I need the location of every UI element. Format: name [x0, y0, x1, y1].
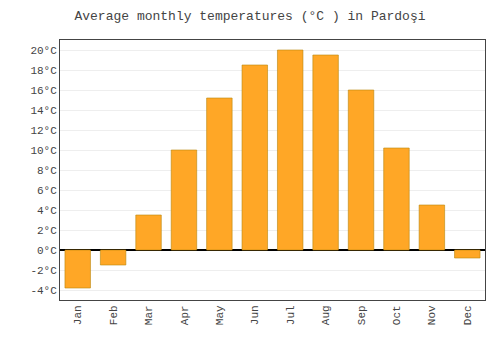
svg-text:0°C: 0°C [37, 245, 57, 257]
svg-text:Mar: Mar [143, 305, 155, 325]
svg-text:16°C: 16°C [30, 85, 57, 97]
svg-text:18°C: 18°C [30, 65, 57, 77]
svg-text:Sep: Sep [356, 305, 368, 325]
svg-text:6°C: 6°C [37, 185, 57, 197]
svg-text:-2°C: -2°C [30, 265, 57, 277]
svg-text:May: May [214, 305, 226, 325]
svg-text:8°C: 8°C [37, 165, 57, 177]
svg-text:2°C: 2°C [37, 225, 57, 237]
svg-text:14°C: 14°C [30, 105, 57, 117]
svg-text:-4°C: -4°C [30, 285, 57, 297]
svg-text:20°C: 20°C [30, 45, 57, 57]
svg-text:Dec: Dec [462, 305, 474, 325]
svg-text:Apr: Apr [179, 305, 191, 325]
svg-text:Oct: Oct [391, 305, 403, 325]
svg-text:Average monthly temperatures (: Average monthly temperatures (°C ) in Pa… [74, 9, 425, 24]
svg-text:12°C: 12°C [30, 125, 57, 137]
svg-text:Jul: Jul [285, 305, 297, 325]
svg-text:Jun: Jun [249, 305, 261, 325]
svg-text:10°C: 10°C [30, 145, 57, 157]
svg-text:4°C: 4°C [37, 205, 57, 217]
svg-text:Jan: Jan [72, 305, 84, 325]
svg-text:Nov: Nov [426, 305, 438, 325]
svg-text:Aug: Aug [320, 305, 332, 325]
svg-text:Feb: Feb [108, 305, 120, 325]
